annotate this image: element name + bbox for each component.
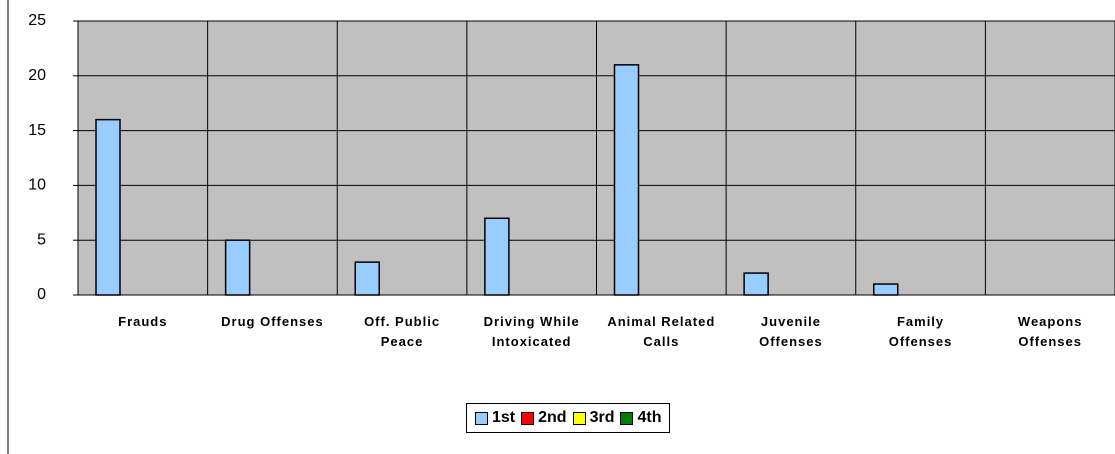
legend-swatch xyxy=(521,411,535,425)
legend-label: 4th xyxy=(637,409,662,426)
x-tick-label: Drug Offenses xyxy=(221,314,324,329)
bar xyxy=(224,239,251,296)
legend-item: 4th xyxy=(620,409,661,427)
legend-label: 1st xyxy=(492,409,516,426)
legend-item: 2nd xyxy=(521,409,567,427)
y-tick-label: 25 xyxy=(28,12,46,29)
legend-swatch xyxy=(475,411,488,425)
legend-label: 2nd xyxy=(538,409,567,426)
x-tick-label: Family Offenses xyxy=(888,314,953,349)
bar xyxy=(484,217,510,296)
legend-item: 1st xyxy=(475,409,515,427)
legend-label: 3rd xyxy=(589,409,615,426)
y-tick-label: 20 xyxy=(28,67,46,84)
y-tick-label: 10 xyxy=(28,177,46,194)
legend-swatch xyxy=(572,411,586,425)
bar xyxy=(613,64,640,296)
bar xyxy=(873,283,899,296)
bar xyxy=(743,272,769,296)
legend-swatch xyxy=(620,411,634,425)
x-tick-label: Frauds xyxy=(118,314,168,329)
bar xyxy=(354,261,380,296)
legend-item: 3rd xyxy=(572,409,615,427)
x-tick-label: Weapons Offenses xyxy=(1017,314,1083,349)
y-tick-label: 0 xyxy=(37,286,46,303)
x-tick-label: Off. Public Peace xyxy=(364,314,441,349)
x-tick-label: Juvenile Offenses xyxy=(759,314,823,349)
x-tick-label: Driving While Intoxicated xyxy=(483,314,580,349)
legend: 1st 2nd 3rd 4th xyxy=(466,403,671,433)
x-tick-label: Animal Related Calls xyxy=(607,314,716,349)
y-tick-label: 5 xyxy=(37,231,46,248)
y-tick-label: 15 xyxy=(28,122,46,139)
bar xyxy=(95,118,121,296)
